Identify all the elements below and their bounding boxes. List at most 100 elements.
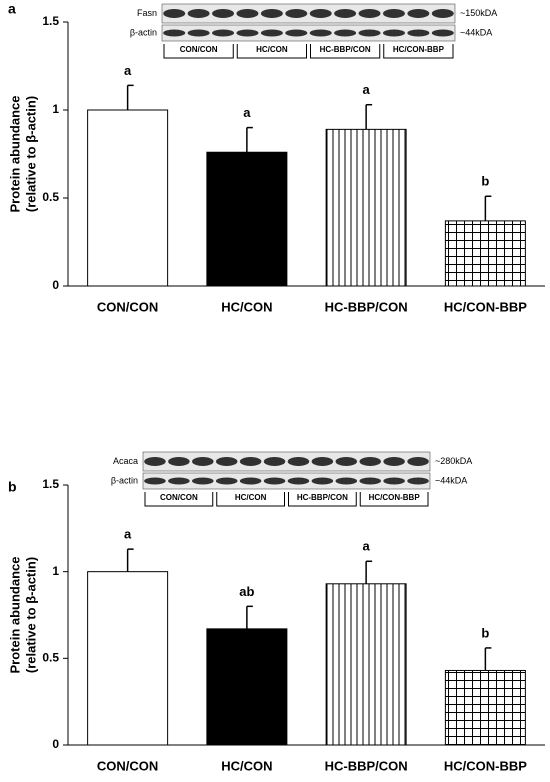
significance-letter: b	[481, 625, 489, 640]
significance-letter: a	[363, 82, 371, 97]
panel-label: a	[8, 1, 16, 17]
y-tick-label: 0	[52, 737, 59, 751]
blot-protein-label: β-actin	[130, 27, 157, 37]
significance-letter: a	[243, 105, 251, 120]
bar	[206, 628, 288, 746]
group-label: HC/CON-BBP	[393, 45, 445, 54]
blot-band	[335, 477, 358, 485]
x-tick-label: HC/CON	[221, 299, 272, 314]
group-bracket	[163, 44, 234, 59]
blot-strip	[161, 24, 456, 42]
blot-band	[260, 29, 283, 37]
y-axis-label: (relative to β-actin)	[23, 557, 38, 673]
blot-band	[335, 457, 358, 466]
bar	[87, 571, 169, 746]
group-label: CON/CON	[180, 45, 218, 54]
x-tick-label: HC-BBP/CON	[325, 758, 408, 773]
blot-band	[212, 9, 235, 18]
significance-letter: a	[124, 63, 132, 78]
blot-band	[383, 477, 405, 485]
group-bracket	[144, 492, 214, 507]
significance-letter: ab	[239, 584, 254, 599]
blot-band	[236, 29, 259, 37]
x-tick-label: HC/CON-BBP	[444, 758, 527, 773]
blot-band	[212, 29, 235, 37]
blot-band	[382, 29, 405, 37]
x-tick-label: HC-BBP/CON	[325, 299, 408, 314]
y-tick-label: 1.5	[42, 477, 59, 491]
bar	[325, 583, 407, 746]
blot-band	[311, 457, 334, 466]
blot-size-label: ~44kDA	[460, 27, 492, 37]
blot-band	[407, 477, 429, 485]
blot-band	[359, 457, 381, 466]
significance-letter: a	[124, 527, 132, 542]
blot-band	[407, 9, 430, 18]
bar	[87, 109, 169, 287]
group-bracket	[288, 492, 357, 507]
blot-band	[359, 477, 381, 485]
blot-band	[187, 29, 210, 37]
blot-band	[144, 477, 166, 485]
group-label: HC-BBP/CON	[297, 493, 348, 502]
group-bracket	[216, 492, 285, 507]
blot-band	[163, 9, 186, 18]
blot-band	[383, 457, 405, 466]
blot-band	[309, 29, 332, 37]
panel-label: b	[8, 479, 17, 495]
y-tick-label: 0.5	[42, 190, 59, 204]
blot-band	[358, 9, 381, 18]
bar	[206, 151, 288, 287]
y-tick-label: 1	[52, 102, 59, 116]
group-label: CON/CON	[160, 493, 198, 502]
blot-strip	[142, 472, 431, 490]
blot-band	[239, 477, 262, 485]
blot-band	[168, 457, 190, 466]
group-label: HC-BBP/CON	[320, 45, 371, 54]
blot-protein-label: Acaca	[113, 456, 138, 466]
x-tick-label: HC/CON-BBP	[444, 299, 527, 314]
group-label: HC/CON	[256, 45, 288, 54]
blot-band	[187, 9, 210, 18]
group-bracket	[236, 44, 307, 59]
group-label: HC/CON	[235, 493, 267, 502]
blot-band	[285, 9, 308, 18]
blot-band	[407, 29, 430, 37]
group-bracket	[310, 44, 381, 59]
y-tick-label: 1.5	[42, 14, 59, 28]
x-tick-label: CON/CON	[97, 299, 158, 314]
blot-protein-label: β-actin	[111, 475, 138, 485]
group-label: HC/CON-BBP	[369, 493, 421, 502]
blot-band	[263, 457, 286, 466]
blot-size-label: ~150kDA	[460, 8, 497, 18]
blot-band	[168, 477, 190, 485]
blot-band	[163, 29, 186, 37]
blot-band	[311, 477, 334, 485]
group-bracket	[359, 492, 429, 507]
group-bracket	[383, 44, 454, 59]
blot-band	[407, 457, 429, 466]
blot-band	[431, 9, 454, 18]
blot-size-label: ~280kDA	[435, 456, 472, 466]
blot-protein-label: Fasn	[137, 8, 157, 18]
bar	[325, 128, 407, 287]
blot-band	[334, 9, 357, 18]
bar	[444, 669, 526, 746]
bar	[444, 220, 526, 287]
y-tick-label: 0	[52, 278, 59, 292]
x-tick-label: HC/CON	[221, 758, 272, 773]
blot-band	[334, 29, 357, 37]
blot-size-label: ~44kDA	[435, 475, 467, 485]
blot-band	[309, 9, 332, 18]
significance-letter: b	[481, 174, 489, 189]
blot-band	[285, 29, 308, 37]
blot-band	[287, 477, 310, 485]
blot-band	[431, 29, 454, 37]
blot-band	[192, 457, 214, 466]
blot-band	[382, 9, 405, 18]
y-axis-label: Protein abundance	[7, 95, 22, 212]
blot-band	[263, 477, 286, 485]
blot-band	[192, 477, 214, 485]
blot-band	[236, 9, 259, 18]
